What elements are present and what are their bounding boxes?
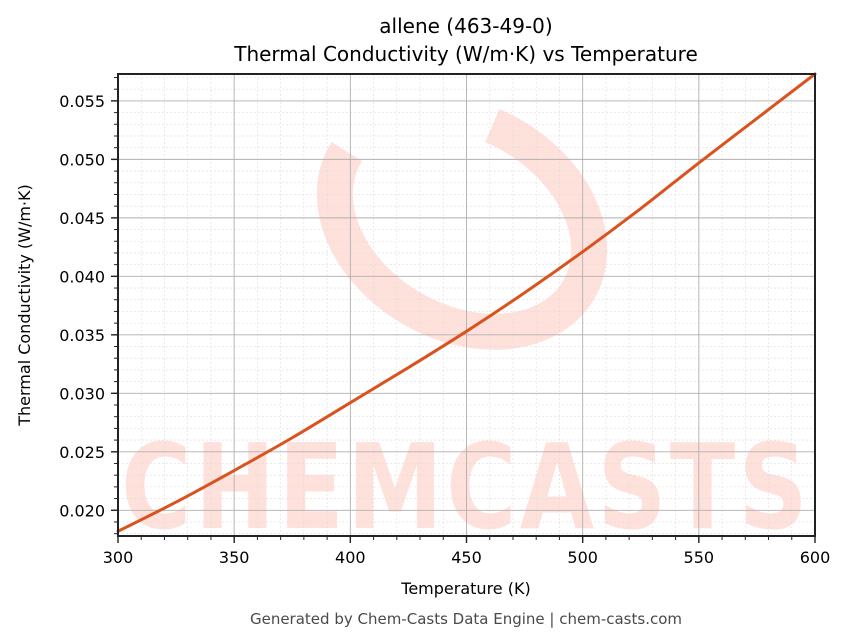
x-axis-ticks: 300 350 400 450 500 550 600 (103, 536, 831, 567)
x-axis-label: Temperature (K) (400, 579, 530, 598)
y-tick-label: 0.045 (59, 209, 105, 228)
y-tick-label: 0.040 (59, 267, 105, 286)
y-axis-label: Thermal Conductivity (W/m·K) (15, 184, 34, 427)
y-tick-label: 0.055 (59, 92, 105, 111)
watermark-swirl (316, 94, 608, 350)
y-tick-label: 0.050 (59, 150, 105, 169)
y-tick-label: 0.020 (59, 501, 105, 520)
plot-area: CHEMCASTS (116, 72, 817, 556)
x-tick-label: 450 (451, 548, 482, 567)
x-tick-label: 600 (800, 548, 831, 567)
footer-credit: Generated by Chem-Casts Data Engine | ch… (250, 610, 682, 628)
data-line (116, 72, 817, 533)
x-tick-label: 500 (567, 548, 598, 567)
y-tick-label: 0.035 (59, 326, 105, 345)
chart-title-line2: Thermal Conductivity (W/m·K) vs Temperat… (233, 42, 698, 66)
y-tick-label: 0.030 (59, 384, 105, 403)
x-tick-label: 400 (335, 548, 366, 567)
chart-title-line1: allene (463-49-0) (379, 14, 552, 38)
x-tick-label: 550 (684, 548, 715, 567)
y-axis-ticks: 0.020 0.025 0.030 0.035 0.040 0.045 0.050 0.055 (59, 77, 118, 535)
y-tick-label: 0.025 (59, 443, 105, 462)
x-tick-label: 350 (219, 548, 250, 567)
x-tick-label: 300 (103, 548, 134, 567)
